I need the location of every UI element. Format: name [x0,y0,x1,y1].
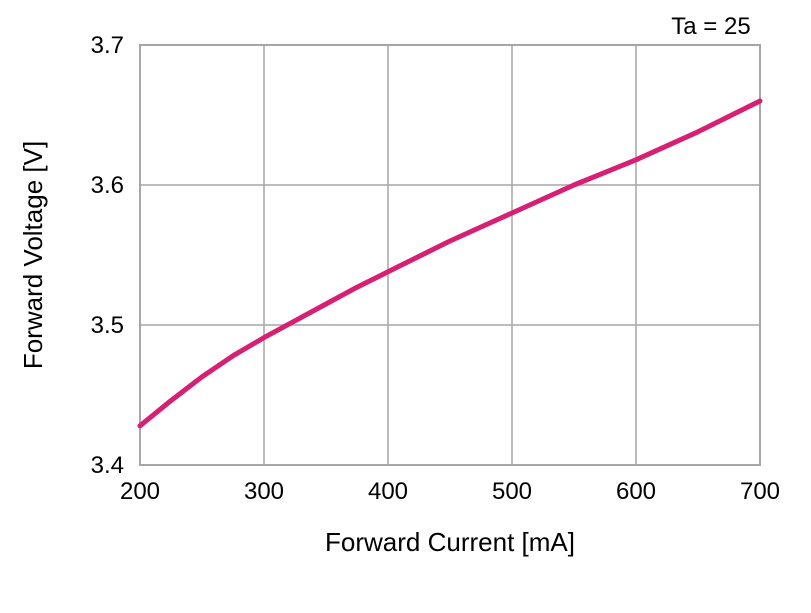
x-tick-label: 500 [492,478,532,505]
y-tick-label: 3.6 [91,172,124,199]
x-tick-label: 200 [120,478,160,505]
y-tick-label: 3.4 [91,452,124,479]
chart-bg [0,0,811,613]
y-tick-label: 3.7 [91,32,124,59]
line-chart: 200 300 400 500 600 700 3.4 3.5 3.6 3.7 Forward Cu… [0,0,811,613]
chart-container: 200 300 400 500 600 700 3.4 3.5 3.6 3.7 Forward Cu… [0,0,811,613]
y-tick-label: 3.5 [91,312,124,339]
x-tick-label: 600 [616,478,656,505]
x-tick-label: 300 [244,478,284,505]
x-axis-label: Forward Current [mA] [325,527,575,557]
y-axis-label: Forward Voltage [V] [18,141,48,369]
chart-annotation: Ta = 25 [671,13,750,40]
x-tick-label: 400 [368,478,408,505]
x-tick-label: 700 [740,478,780,505]
